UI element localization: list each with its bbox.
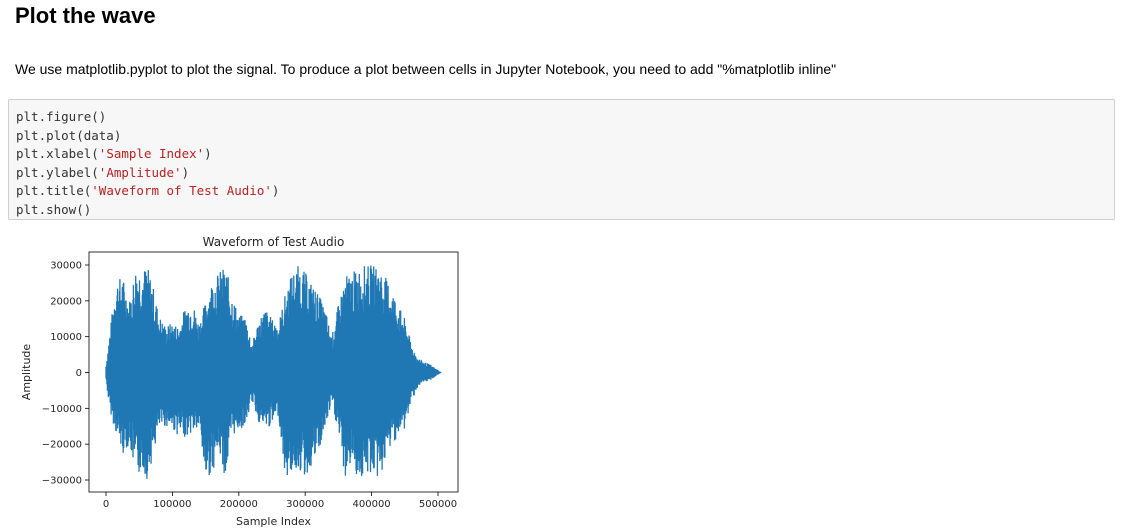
y-tick-label: 20000 xyxy=(50,296,82,307)
x-tick-label: 300000 xyxy=(286,499,324,510)
code-text: ) xyxy=(271,183,280,198)
code-line: plt.xlabel('Sample Index') xyxy=(16,145,1107,164)
x-tick-label: 500000 xyxy=(419,499,457,510)
x-tick-label: 0 xyxy=(103,499,109,510)
x-tick-label: 100000 xyxy=(153,499,191,510)
waveform-core xyxy=(106,318,442,427)
code-line: plt.show() xyxy=(16,201,1107,220)
code-text: plt.xlabel( xyxy=(16,146,99,161)
y-tick-label: 10000 xyxy=(50,332,82,343)
description-text: We use matplotlib.pyplot to plot the sig… xyxy=(15,61,837,77)
section-heading: Plot the wave xyxy=(15,3,156,28)
plot-frame xyxy=(88,251,459,493)
code-cell[interactable]: plt.figure() plt.plot(data) plt.xlabel('Sa… xyxy=(8,99,1115,220)
code-line: plt.figure() xyxy=(16,108,1107,127)
code-text: plt.ylabel( xyxy=(16,164,99,180)
code-text: ) xyxy=(204,146,212,161)
code-text: plt.show() xyxy=(16,201,92,217)
code-line: plt.plot(data) xyxy=(16,127,1107,146)
code-text: plt.figure() xyxy=(16,109,107,124)
x-tick-label: 400000 xyxy=(353,499,391,510)
code-string: 'Waveform of Test Audio' xyxy=(91,183,272,198)
y-axis-label: Amplitude xyxy=(20,344,33,401)
y-tick-label: 0 xyxy=(76,368,82,379)
code-text: plt.title( xyxy=(16,183,92,198)
code-text: ) xyxy=(181,164,190,180)
y-tick-label: 30000 xyxy=(50,261,82,272)
y-tick-label: −20000 xyxy=(42,440,82,451)
waveform-chart: 0 100000 200000 300000 400000 500000300002000… xyxy=(20,235,459,528)
y-tick-label: −30000 xyxy=(42,476,82,487)
code-string: 'Amplitude' xyxy=(98,164,182,180)
code-string: 'Sample Index' xyxy=(98,146,205,161)
x-tick-label: 200000 xyxy=(220,499,258,510)
chart-title: Waveform of Test Audio xyxy=(203,235,345,249)
x-axis-label: Sample Index xyxy=(236,515,312,528)
code-text: plt.plot(data) xyxy=(16,127,122,143)
code-line: plt.title('Waveform of Test Audio') xyxy=(16,182,1107,201)
y-tick-label: −10000 xyxy=(42,404,82,415)
code-line: plt.ylabel('Amplitude') xyxy=(16,164,1107,183)
